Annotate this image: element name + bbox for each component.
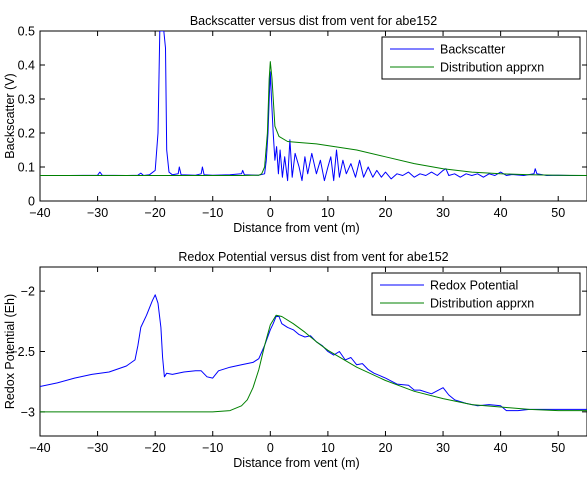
x-axis-label: Distance from vent (m) — [233, 456, 359, 470]
x-tick-label: 20 — [379, 206, 393, 220]
x-tick-label: 40 — [494, 441, 508, 455]
x-tick-label: 20 — [379, 441, 393, 455]
x-tick-label: 50 — [551, 206, 565, 220]
x-tick-label: −10 — [202, 441, 223, 455]
x-tick-label: 30 — [436, 441, 450, 455]
legend-label-1: Backscatter — [440, 43, 505, 57]
legend-label-1: Redox Potential — [430, 279, 518, 293]
x-tick-label: 0 — [267, 441, 274, 455]
x-tick-label: −20 — [145, 441, 166, 455]
legend: Redox Potential Distribution apprxn — [371, 272, 581, 316]
x-tick-label: 10 — [321, 206, 335, 220]
y-tick-label: −3 — [21, 405, 35, 419]
x-tick-label: 30 — [436, 206, 450, 220]
y-tick-label: 0.5 — [18, 25, 35, 39]
y-axis-label: Redox Potential (Eh) — [3, 294, 17, 409]
chart-title: Redox Potential versus dist from vent fo… — [178, 250, 448, 264]
legend-box — [371, 272, 581, 316]
series-line-2 — [40, 314, 587, 413]
x-tick-label: −40 — [29, 441, 50, 455]
x-axis-label: Distance from vent (m) — [233, 221, 359, 235]
legend-box — [381, 36, 581, 80]
chart-panel-1: Backscatter versus dist from vent for ab… — [3, 14, 587, 235]
legend: Backscatter Distribution apprxn — [381, 36, 581, 80]
x-tick-label: −20 — [145, 206, 166, 220]
chart-title: Backscatter versus dist from vent for ab… — [190, 14, 437, 28]
series-lines — [40, 294, 587, 413]
legend-label-2: Distribution apprxn — [430, 297, 534, 311]
y-tick-label: −2.5 — [10, 345, 35, 359]
series-lines — [40, 31, 587, 182]
x-tick-label: 40 — [494, 206, 508, 220]
x-tick-label: 0 — [267, 206, 274, 220]
legend-label-2: Distribution apprxn — [440, 61, 544, 75]
series-line-1 — [40, 294, 587, 412]
x-tick-label: 10 — [321, 441, 335, 455]
x-tick-label: −40 — [29, 206, 50, 220]
y-tick-label: 0.4 — [18, 59, 35, 73]
series-line-1 — [40, 31, 587, 182]
y-tick-label: 0.1 — [18, 161, 35, 175]
x-tick-label: −30 — [87, 206, 108, 220]
x-tick-label: 50 — [551, 441, 565, 455]
series-line-2 — [40, 61, 587, 176]
y-tick-label: −2 — [21, 285, 35, 299]
chart-panel-2: Redox Potential versus dist from vent fo… — [3, 250, 587, 470]
y-tick-label: 0 — [28, 195, 35, 209]
y-tick-label: 0.3 — [18, 93, 35, 107]
y-axis-label: Backscatter (V) — [3, 73, 17, 158]
x-tick-label: −30 — [87, 441, 108, 455]
x-tick-label: −10 — [202, 206, 223, 220]
y-tick-label: 0.2 — [18, 127, 35, 141]
